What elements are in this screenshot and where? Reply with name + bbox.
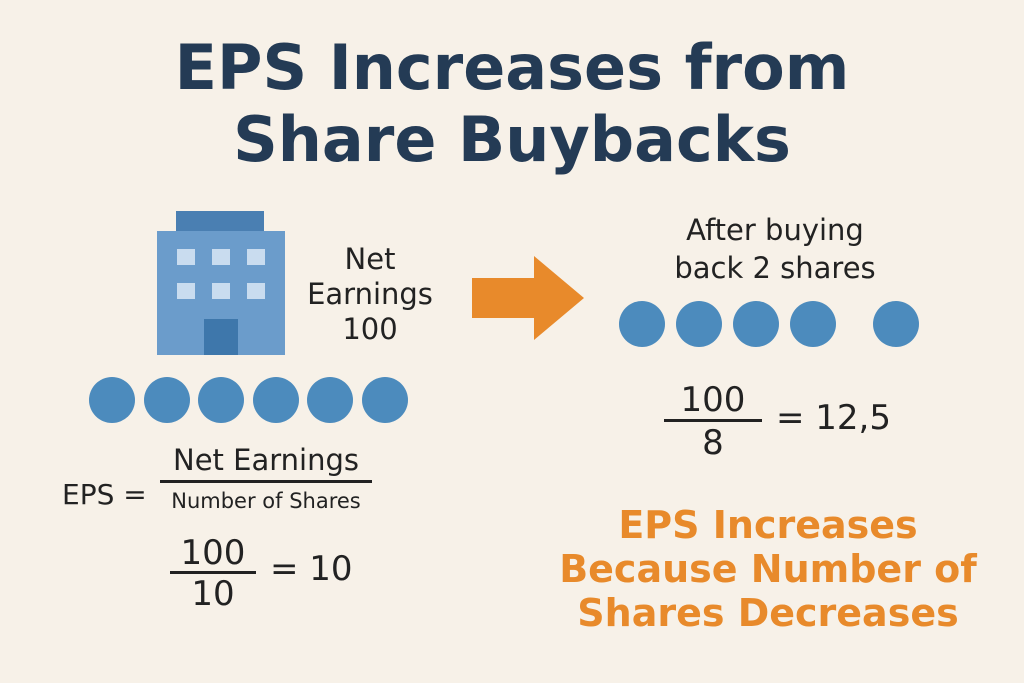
net-earnings-value: 100 — [342, 312, 398, 346]
after-buyback-label: After buying back 2 shares — [650, 211, 900, 287]
eps-label: EPS = — [62, 478, 147, 511]
after-calc-fraction: 100 8 — [664, 381, 762, 464]
share-dot-icon — [873, 301, 919, 347]
share-dot-icon — [619, 301, 665, 347]
share-dot-icon — [362, 377, 408, 423]
share-dot-icon — [253, 377, 299, 423]
title-line-2: Share Buybacks — [233, 103, 791, 176]
before-calc-bar — [170, 571, 256, 574]
page-title: EPS Increases from Share Buybacks — [0, 32, 1024, 176]
share-dot-icon — [307, 377, 353, 423]
after-calc-numerator: 100 — [680, 380, 746, 420]
right-arrow-icon — [472, 256, 584, 340]
before-calc-fraction: 100 10 — [170, 535, 256, 614]
formula-numerator: Net Earnings — [173, 443, 359, 477]
after-calc-bar — [664, 419, 762, 422]
before-calc-numerator: 100 — [180, 533, 246, 573]
conclusion-line-3: Shares Decreases — [577, 591, 959, 635]
office-building-icon — [157, 211, 285, 355]
title-line-1: EPS Increases from — [174, 31, 850, 104]
after-line-1: After buying — [686, 213, 864, 247]
share-dot-icon — [89, 377, 135, 423]
formula-denominator: Number of Shares — [171, 489, 361, 513]
eps-formula-fraction: Net Earnings Number of Shares — [158, 440, 374, 519]
before-calc-denominator: 10 — [191, 574, 235, 614]
share-dot-icon — [676, 301, 722, 347]
before-calc-result: = 10 — [270, 549, 353, 589]
conclusion-line-1: EPS Increases — [618, 503, 918, 547]
conclusion-text: EPS Increases Because Number of Shares D… — [548, 503, 988, 635]
share-dot-icon — [144, 377, 190, 423]
after-line-2: back 2 shares — [674, 251, 876, 285]
after-calc-result: = 12,5 — [776, 398, 891, 438]
share-dot-icon — [733, 301, 779, 347]
formula-fraction-bar — [160, 480, 372, 483]
conclusion-line-2: Because Number of — [559, 547, 977, 591]
net-earnings-line-2: Earnings — [307, 277, 433, 311]
net-earnings-label: Net Earnings 100 — [296, 242, 444, 347]
net-earnings-line-1: Net — [344, 242, 396, 276]
share-dot-icon — [198, 377, 244, 423]
share-dot-icon — [790, 301, 836, 347]
after-calc-denominator: 8 — [702, 423, 724, 463]
